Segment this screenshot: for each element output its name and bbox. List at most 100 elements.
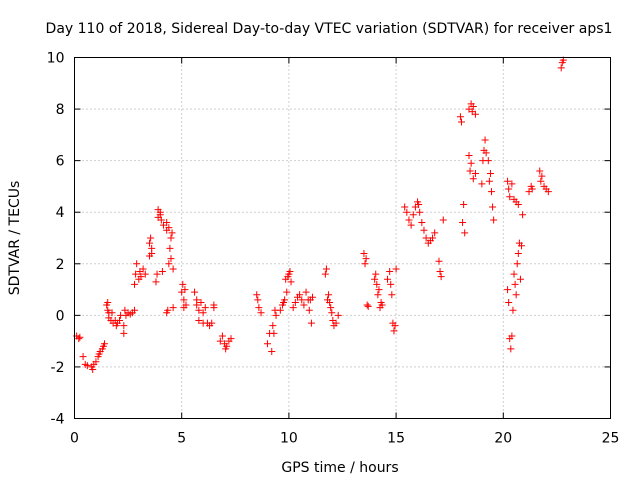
data-point: [108, 309, 116, 317]
data-point: [257, 309, 265, 317]
data-point: [431, 229, 439, 237]
data-point: [513, 260, 521, 268]
data-point: [471, 110, 479, 118]
data-point: [375, 286, 383, 294]
data-point: [199, 309, 207, 317]
data-point: [281, 296, 289, 304]
data-point: [505, 298, 513, 306]
data-point: [137, 273, 145, 281]
y-tick-label: -4: [51, 412, 65, 428]
data-point: [390, 327, 398, 335]
data-point: [489, 203, 497, 211]
data-point: [298, 296, 306, 304]
y-tick-label: 10: [47, 51, 65, 67]
data-point: [201, 304, 209, 312]
data-point: [538, 172, 546, 180]
data-point: [223, 342, 231, 350]
data-point: [459, 219, 467, 227]
data-point: [179, 280, 187, 288]
data-point: [133, 260, 141, 268]
data-point: [120, 329, 128, 337]
data-point: [268, 347, 276, 355]
data-point: [158, 268, 166, 276]
data-point: [168, 229, 176, 237]
data-point: [485, 177, 493, 185]
data-point: [296, 291, 304, 299]
data-point: [286, 268, 294, 276]
data-point: [457, 118, 465, 126]
data-point: [322, 265, 330, 273]
data-point: [153, 270, 161, 278]
data-point: [405, 216, 413, 224]
data-point: [169, 265, 177, 273]
data-point: [166, 244, 174, 252]
data-point: [131, 280, 139, 288]
data-point: [403, 208, 411, 216]
data-point: [283, 288, 291, 296]
data-point: [92, 358, 100, 366]
y-tick-label: 2: [56, 257, 65, 273]
data-point: [415, 200, 423, 208]
data-point: [104, 298, 112, 306]
data-point: [75, 335, 83, 343]
data-point: [305, 306, 313, 314]
data-point: [508, 332, 516, 340]
data-point: [255, 304, 263, 312]
data-point: [146, 239, 154, 247]
data-point: [519, 211, 527, 219]
data-point: [371, 275, 379, 283]
data-point: [469, 102, 477, 110]
data-point: [101, 340, 109, 348]
data-point: [469, 175, 477, 183]
data-point: [516, 275, 524, 283]
data-point: [139, 265, 147, 273]
data-point: [270, 329, 278, 337]
data-point: [401, 203, 409, 211]
data-point: [253, 291, 261, 299]
x-tick-label: 25: [602, 431, 620, 447]
data-point: [391, 322, 399, 330]
data-point: [544, 188, 552, 196]
data-point: [511, 280, 519, 288]
data-point: [486, 170, 494, 178]
data-point: [263, 340, 271, 348]
data-point: [484, 157, 492, 165]
data-point: [327, 304, 335, 312]
data-point: [254, 296, 262, 304]
data-point: [332, 319, 340, 327]
data-point: [361, 260, 369, 268]
data-point: [165, 224, 173, 232]
data-point: [131, 306, 139, 314]
data-point: [384, 275, 392, 283]
data-point: [461, 229, 469, 237]
data-point: [167, 255, 175, 263]
data-point: [488, 188, 496, 196]
data-point: [165, 260, 173, 268]
axis-ticks: [74, 57, 611, 419]
data-point: [508, 180, 516, 188]
grid: [74, 57, 611, 419]
data-point: [328, 309, 336, 317]
data-point: [437, 273, 445, 281]
x-tick-label: 20: [494, 431, 512, 447]
data-point: [416, 208, 424, 216]
data-point: [182, 301, 190, 309]
data-point: [210, 304, 218, 312]
data-point: [373, 280, 381, 288]
chart-title: Day 110 of 2018, Sidereal Day-to-day VTE…: [46, 21, 613, 37]
data-point: [120, 322, 128, 330]
data-point: [362, 255, 370, 263]
x-tick-label: 10: [280, 431, 298, 447]
y-tick-label: 0: [56, 308, 65, 324]
data-point: [147, 234, 155, 242]
data-point: [79, 353, 87, 361]
data-point: [218, 332, 226, 340]
data-point: [152, 278, 160, 286]
data-point: [465, 151, 473, 159]
data-point: [478, 180, 486, 188]
plot-frame: [74, 57, 611, 419]
data-point: [326, 298, 334, 306]
data-point: [141, 270, 149, 278]
data-point: [514, 249, 522, 257]
